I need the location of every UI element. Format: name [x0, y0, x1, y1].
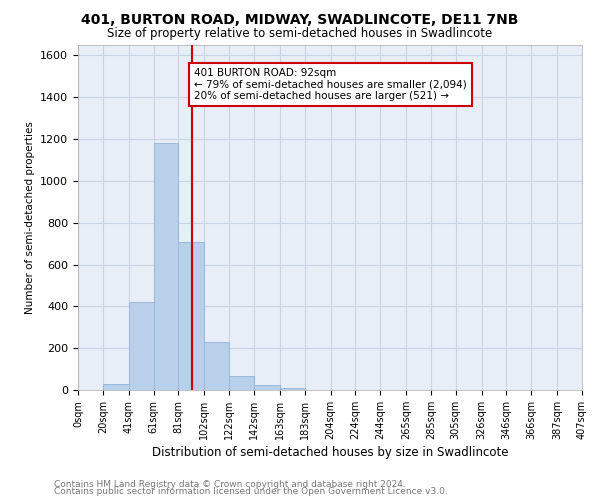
Text: Size of property relative to semi-detached houses in Swadlincote: Size of property relative to semi-detach… [107, 28, 493, 40]
X-axis label: Distribution of semi-detached houses by size in Swadlincote: Distribution of semi-detached houses by … [152, 446, 508, 459]
Bar [178, 242, 205, 390]
Text: 401, BURTON ROAD, MIDWAY, SWADLINCOTE, DE11 7NB: 401, BURTON ROAD, MIDWAY, SWADLINCOTE, D… [82, 12, 518, 26]
Bar [229, 376, 254, 390]
Bar [103, 384, 129, 390]
Text: Contains public sector information licensed under the Open Government Licence v3: Contains public sector information licen… [54, 488, 448, 496]
Text: 401 BURTON ROAD: 92sqm
← 79% of semi-detached houses are smaller (2,094)
20% of : 401 BURTON ROAD: 92sqm ← 79% of semi-det… [194, 68, 467, 101]
Bar [280, 388, 305, 390]
Y-axis label: Number of semi-detached properties: Number of semi-detached properties [25, 121, 35, 314]
Bar [154, 144, 178, 390]
Bar [129, 302, 154, 390]
Text: Contains HM Land Registry data © Crown copyright and database right 2024.: Contains HM Land Registry data © Crown c… [54, 480, 406, 489]
Bar [254, 385, 280, 390]
Bar [205, 342, 229, 390]
